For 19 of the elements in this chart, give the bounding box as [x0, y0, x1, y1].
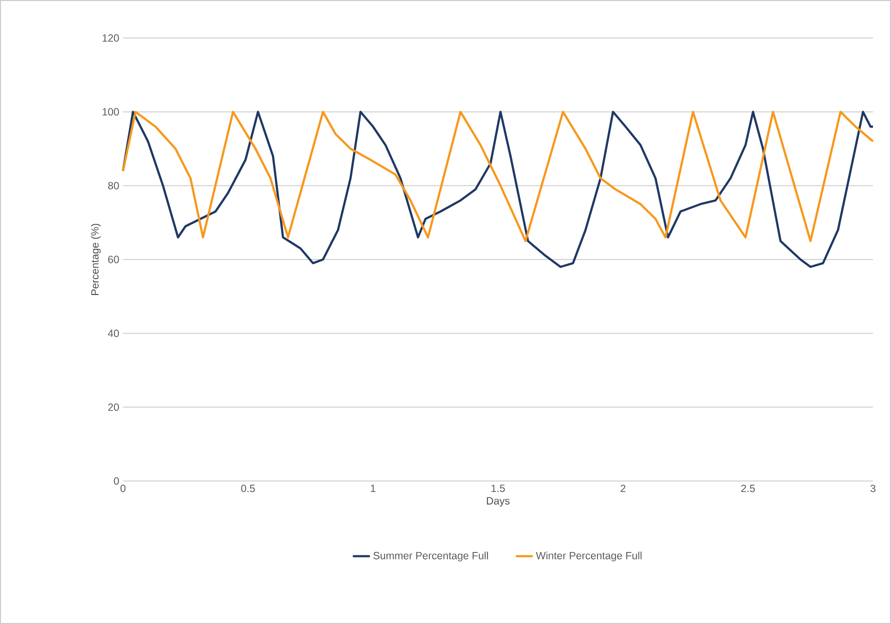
- x-tick-label: 2: [620, 484, 626, 492]
- legend-label: Summer Percentage Full: [373, 552, 488, 562]
- y-tick-label: 20: [108, 403, 119, 411]
- y-tick-label: 100: [102, 108, 119, 116]
- y-tick-label: 0: [114, 477, 119, 485]
- y-axis-title: Percentage (%): [90, 224, 101, 295]
- legend-label: Winter Percentage Full: [536, 552, 642, 562]
- y-tick-label: 80: [108, 182, 119, 190]
- y-tick-label: 60: [108, 256, 119, 264]
- y-tick-label: 40: [108, 330, 119, 338]
- x-tick-label: 0: [120, 484, 126, 492]
- x-axis-title: Days: [486, 497, 510, 507]
- y-tick-label: 120: [102, 34, 119, 42]
- x-tick-label: 3: [870, 484, 876, 492]
- x-tick-label: 1.5: [492, 484, 505, 492]
- x-tick-label: 1: [370, 484, 376, 492]
- x-tick-label: 2.5: [741, 484, 755, 492]
- x-tick-label: 0.5: [241, 484, 255, 492]
- line-series: [122, 110, 874, 242]
